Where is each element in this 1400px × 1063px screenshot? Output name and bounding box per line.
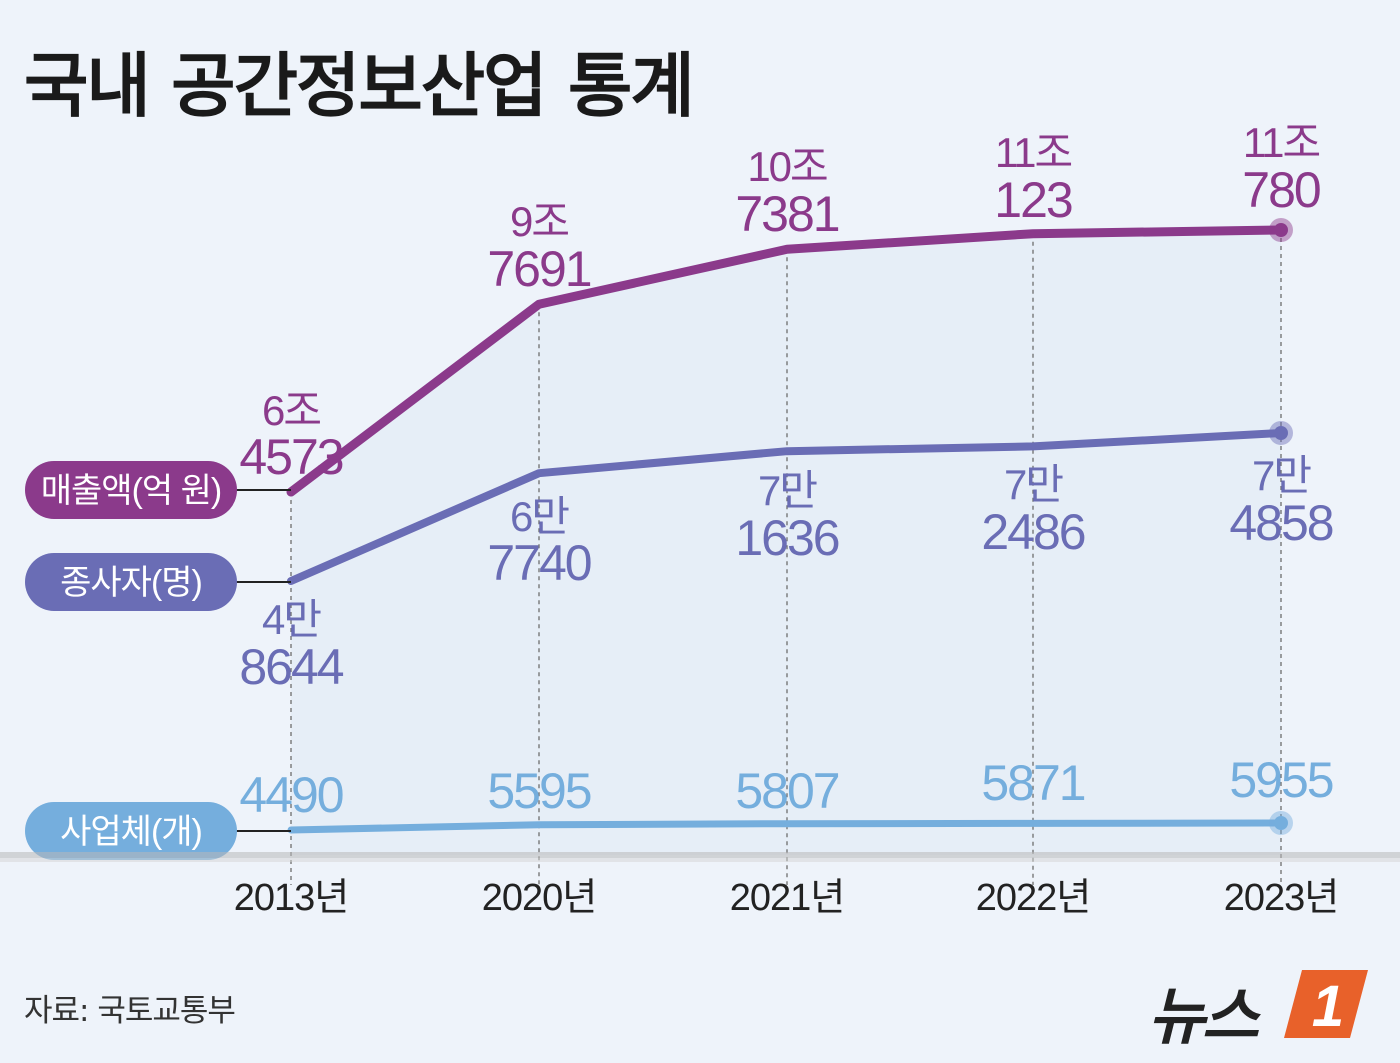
data-label: 5871 — [981, 755, 1084, 811]
data-label: 4858 — [1229, 495, 1332, 551]
data-point — [536, 470, 542, 477]
logo-text: 뉴스 — [1148, 980, 1259, 1053]
data-label: 5595 — [487, 763, 590, 819]
data-label: 9조 — [510, 198, 568, 245]
news1-logo: 뉴스 1 — [1140, 960, 1380, 1053]
legend-label: 사업체(개) — [60, 813, 202, 851]
data-label: 7691 — [487, 241, 590, 297]
data-point — [784, 448, 790, 455]
data-label: 10조 — [747, 143, 827, 190]
data-label: 123 — [994, 172, 1072, 228]
data-label: 1636 — [735, 510, 838, 566]
data-point — [1030, 230, 1036, 237]
x-tick-label: 2023년 — [1224, 877, 1339, 919]
end-marker — [1274, 816, 1288, 830]
data-label: 8644 — [239, 639, 343, 695]
legend-label: 매출액(억 원) — [41, 472, 222, 510]
x-tick-label: 2013년 — [234, 877, 349, 919]
x-axis-shadow — [0, 858, 1400, 862]
x-tick-label: 2020년 — [482, 877, 597, 919]
data-point — [784, 246, 790, 253]
legend-pill — [25, 461, 237, 519]
data-label: 7740 — [487, 535, 590, 591]
data-label: 5955 — [1229, 752, 1332, 808]
data-label: 6만 — [510, 493, 569, 540]
legend-pill — [25, 553, 237, 611]
data-point — [1030, 820, 1036, 827]
data-label: 7만 — [1004, 461, 1063, 508]
data-point — [536, 301, 542, 308]
data-label: 11조 — [995, 129, 1072, 176]
x-tick-label: 2021년 — [730, 877, 845, 919]
data-label: 2486 — [981, 504, 1084, 560]
chart-title: 국내 공간정보산업 통계 — [24, 45, 695, 127]
data-point — [1030, 443, 1036, 450]
data-label: 11조 — [1243, 119, 1320, 166]
data-point — [536, 821, 542, 828]
data-label: 5807 — [735, 763, 838, 819]
data-label: 4490 — [239, 767, 342, 823]
data-label: 6조 — [262, 387, 320, 434]
data-label: 7만 — [758, 467, 817, 514]
data-label: 4만 — [262, 596, 321, 643]
logo-badge-icon: 1 — [1284, 970, 1368, 1039]
data-label: 7만 — [1252, 452, 1311, 499]
data-point — [784, 820, 790, 827]
end-marker — [1274, 426, 1288, 440]
source-note: 자료: 국토교통부 — [24, 993, 236, 1029]
end-marker — [1274, 223, 1288, 237]
data-label: 4573 — [239, 429, 342, 485]
x-axis-line — [0, 852, 1400, 858]
logo-badge-number: 1 — [1312, 974, 1344, 1039]
legend-pill — [25, 802, 237, 860]
x-tick-label: 2022년 — [976, 877, 1091, 919]
data-label: 7381 — [735, 186, 838, 242]
legend-label: 종사자(명) — [60, 564, 202, 602]
data-label: 780 — [1242, 162, 1320, 218]
